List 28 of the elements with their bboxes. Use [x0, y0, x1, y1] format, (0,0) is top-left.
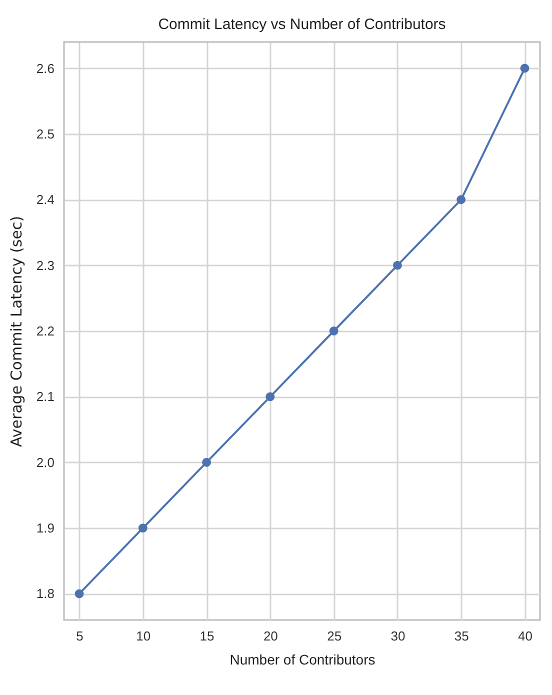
- point: [456, 195, 466, 204]
- y-tick-label: 1.9: [36, 520, 54, 536]
- y-tick-label: 2.3: [36, 258, 54, 273]
- y-tick-label: 2.6: [36, 60, 54, 76]
- point: [392, 260, 402, 270]
- point: [266, 392, 275, 402]
- y-tick-label: 2.1: [36, 389, 54, 404]
- y-tick-label: 2.2: [36, 324, 54, 338]
- x-tick-label: 30: [390, 628, 406, 644]
- x-tick-label: 25: [327, 628, 342, 644]
- x-tick-label: 20: [263, 628, 278, 644]
- x-tick-label: 10: [136, 628, 151, 644]
- x-tick-label: 15: [200, 628, 214, 644]
- point: [520, 64, 530, 73]
- x-tick-label: 35: [454, 628, 469, 644]
- point: [202, 458, 212, 467]
- y-tick-label: 1.8: [36, 586, 54, 602]
- x-axis-title: Number of Contributors: [230, 652, 376, 668]
- point: [74, 589, 84, 598]
- point: [329, 326, 338, 336]
- x-tick-label: 5: [76, 628, 84, 644]
- y-tick-label: 2.4: [36, 192, 54, 208]
- y-tick-label: 2.5: [36, 126, 54, 142]
- point: [138, 524, 148, 533]
- x-tick-label: 40: [518, 628, 532, 644]
- y-tick-label: 2.0: [36, 454, 54, 470]
- y-axis-title: Average Commit Latency (sec): [7, 216, 26, 448]
- chart-title: Commit Latency vs Number of Contributors: [158, 16, 446, 33]
